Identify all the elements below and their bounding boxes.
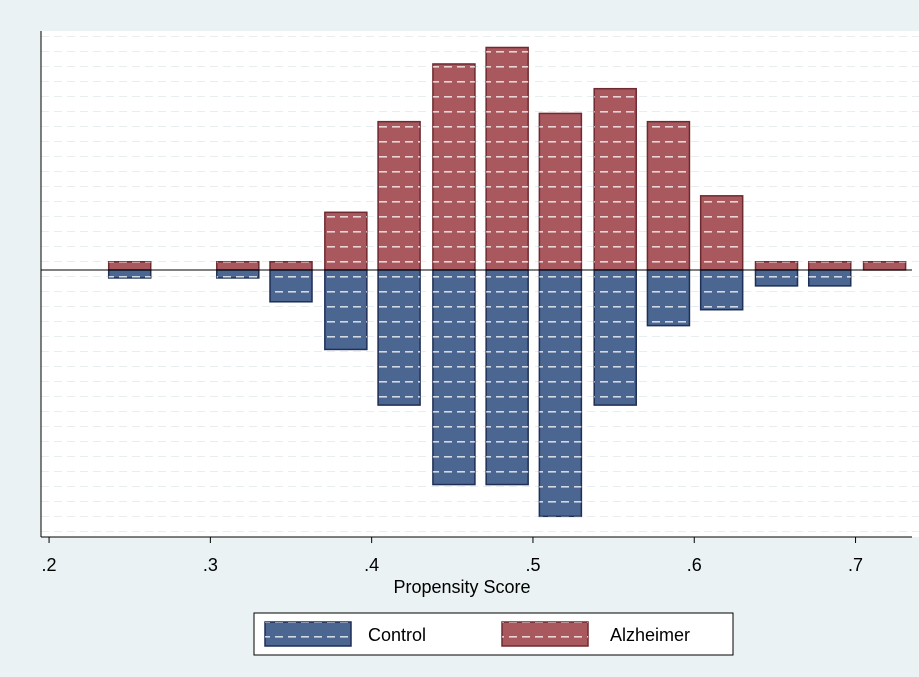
bar-pattern-control-4	[378, 270, 421, 406]
bar-pattern-control-6	[486, 270, 529, 485]
bar-pattern-alzheimer-9	[647, 121, 690, 270]
x-tick-label: .6	[687, 555, 702, 575]
x-tick-label: .4	[364, 555, 379, 575]
bar-pattern-alzheimer-8	[594, 88, 637, 270]
bar-pattern-control-1	[216, 270, 259, 278]
bar-pattern-alzheimer-2	[269, 261, 313, 270]
bar-pattern-alzheimer-13	[863, 261, 906, 270]
bar-pattern-alzheimer-11	[755, 261, 798, 270]
bar-pattern-alzheimer-3	[324, 212, 367, 270]
bar-pattern-control-3	[324, 270, 367, 350]
x-axis-ticks: .2 .3 .4 .5 .6 .7	[42, 537, 863, 575]
bar-pattern-control-2	[269, 270, 313, 302]
x-tick-label: .7	[848, 555, 863, 575]
bars-layer	[107, 46, 907, 518]
legend-box	[253, 612, 734, 656]
bar-pattern-control-9	[647, 270, 690, 326]
bar-pattern-control-12	[808, 270, 851, 286]
bar-pattern-control-10	[700, 270, 743, 310]
bar-pattern-control-5	[432, 270, 475, 485]
bar-pattern-alzheimer-6	[486, 47, 529, 270]
bar-pattern-alzheimer-4	[378, 121, 421, 270]
legend-label-alzheimer: Alzheimer	[610, 625, 690, 645]
bar-pattern-alzheimer-5	[432, 63, 475, 271]
x-tick-label: .5	[525, 555, 540, 575]
bar-pattern-alzheimer-0	[108, 261, 151, 270]
bar-pattern-alzheimer-10	[700, 195, 743, 270]
legend-label-control: Control	[368, 625, 426, 645]
bar-pattern-control-0	[108, 270, 151, 278]
x-tick-label: .2	[42, 555, 57, 575]
x-tick-label: .3	[203, 555, 218, 575]
bar-pattern-alzheimer-7	[539, 113, 582, 271]
legend: Control Alzheimer	[264, 621, 690, 647]
legend-swatch-control-pattern	[265, 622, 351, 646]
bar-pattern-alzheimer-12	[808, 261, 851, 270]
bar-pattern-control-11	[755, 270, 798, 286]
legend-swatch-alzheimer-pattern	[502, 622, 588, 646]
x-axis-title: Propensity Score	[393, 577, 530, 597]
bar-pattern-alzheimer-1	[216, 261, 259, 270]
bar-pattern-control-7	[539, 270, 582, 517]
bar-pattern-control-8	[594, 270, 637, 406]
